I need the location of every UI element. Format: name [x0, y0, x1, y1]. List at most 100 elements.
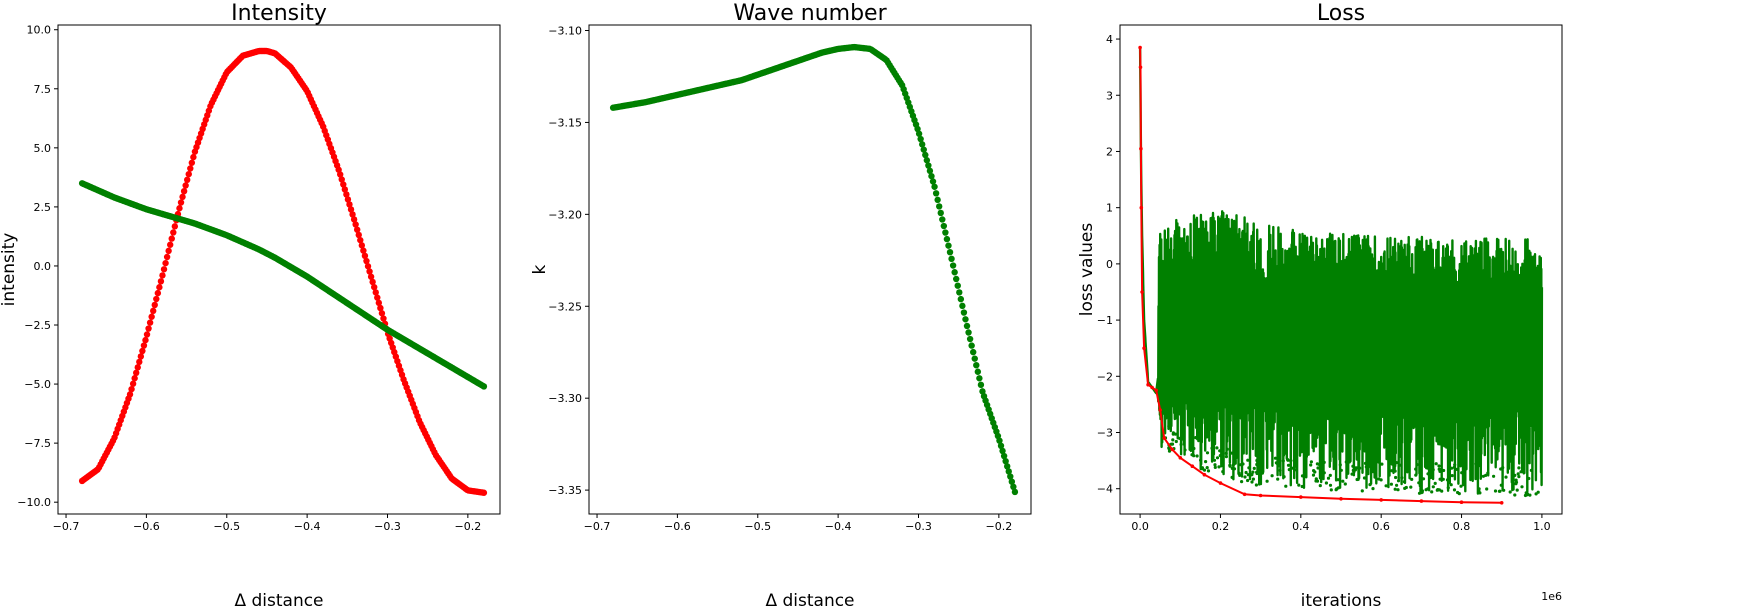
data-point: [943, 235, 951, 243]
series-1: [1138, 45, 1504, 505]
data-point: [1218, 481, 1223, 485]
min-loss-line: [1139, 47, 1502, 504]
data-point: [1328, 483, 1333, 487]
data-point: [1481, 474, 1485, 478]
data-point: [1339, 497, 1343, 501]
data-point: [146, 319, 154, 326]
data-point: [159, 272, 166, 279]
data-point: [970, 348, 977, 356]
data-point: [1433, 481, 1437, 485]
data-point: [1256, 460, 1260, 465]
loss-band-line: [1138, 47, 1544, 495]
data-point: [1241, 462, 1245, 466]
data-point: [364, 263, 372, 270]
data-point: [1008, 478, 1016, 485]
data-point: [148, 313, 155, 320]
data-point: [971, 355, 978, 362]
subplot-wave-number: Wave number Δ distance k −0.7 −0.6 −0.5 −0.…: [530, 1, 1032, 611]
data-point: [1430, 468, 1435, 472]
data-point: [1170, 447, 1174, 452]
data-point: [1459, 484, 1463, 488]
data-point: [1469, 469, 1473, 473]
data-point: [1358, 466, 1362, 470]
data-point: [1362, 476, 1367, 480]
data-point: [1250, 480, 1254, 484]
data-point: [1139, 205, 1144, 210]
data-point: [1243, 475, 1247, 479]
data-point: [1449, 483, 1453, 487]
data-point: [354, 226, 361, 233]
y-tick-label: 3: [1106, 89, 1113, 102]
data-point: [945, 242, 952, 249]
data-point: [1434, 462, 1438, 466]
data-point: [1139, 146, 1143, 151]
series-1: [78, 180, 488, 390]
data-point: [1469, 473, 1473, 477]
data-point: [1311, 473, 1316, 477]
data-point: [1162, 436, 1166, 440]
data-point: [1516, 472, 1520, 476]
data-point: [1230, 451, 1234, 455]
data-point: [1286, 458, 1290, 462]
data-point: [1218, 454, 1222, 458]
data-point: [917, 135, 924, 143]
y-tick-label: −3.20: [548, 208, 582, 221]
data-point: [128, 385, 135, 393]
data-point: [1474, 462, 1478, 466]
series-0: [78, 47, 488, 496]
data-point: [962, 316, 969, 323]
data-point: [1513, 473, 1517, 477]
data-point: [1457, 492, 1461, 496]
data-point: [1138, 65, 1143, 69]
data-point: [136, 358, 143, 366]
y-axis-label: intensity: [0, 233, 19, 307]
data-point: [1523, 493, 1527, 498]
y-tick-label: 7.5: [34, 83, 52, 96]
data-point: [1394, 475, 1398, 480]
data-point: [157, 278, 165, 285]
data-point: [156, 284, 163, 291]
data-point: [1265, 479, 1269, 483]
y-axis-label: loss values: [1077, 223, 1097, 317]
data-point: [1247, 466, 1251, 470]
data-point: [1170, 442, 1175, 446]
data-point: [1190, 464, 1195, 469]
data-point: [338, 176, 345, 183]
x-tick-label: 0.2: [1212, 520, 1230, 533]
data-point: [979, 388, 986, 395]
data-point: [1154, 388, 1158, 393]
data-point: [153, 295, 160, 303]
data-point: [973, 362, 980, 369]
data-point: [1393, 469, 1397, 473]
data-point: [959, 302, 966, 310]
y-tick-label: −10.0: [17, 496, 51, 509]
data-point: [1199, 458, 1203, 462]
data-point: [1183, 448, 1187, 452]
data-point: [1251, 477, 1255, 481]
data-point: [1394, 461, 1398, 465]
plot-frame: [588, 24, 1032, 515]
data-point: [1252, 466, 1256, 470]
data-point: [929, 178, 937, 185]
y-tick-label: −2: [1097, 370, 1113, 383]
data-point: [1341, 479, 1345, 483]
x-axis-label: Δ distance: [765, 591, 854, 611]
subplot-title: Loss: [1317, 1, 1365, 26]
data-point: [1424, 488, 1428, 492]
data-point: [1334, 488, 1338, 492]
y-tick-label: −2.5: [24, 319, 51, 332]
data-point: [1314, 477, 1318, 481]
data-point: [347, 206, 355, 213]
data-point: [377, 304, 384, 312]
data-point: [1527, 476, 1531, 481]
data-point: [1292, 458, 1296, 462]
data-point: [1174, 439, 1178, 444]
data-point: [1329, 488, 1333, 492]
data-point: [936, 203, 943, 210]
data-point: [931, 183, 938, 190]
data-point: [1477, 487, 1481, 491]
data-point: [343, 191, 350, 198]
data-point: [1360, 489, 1364, 493]
data-point: [369, 278, 376, 286]
data-point: [1351, 472, 1355, 476]
